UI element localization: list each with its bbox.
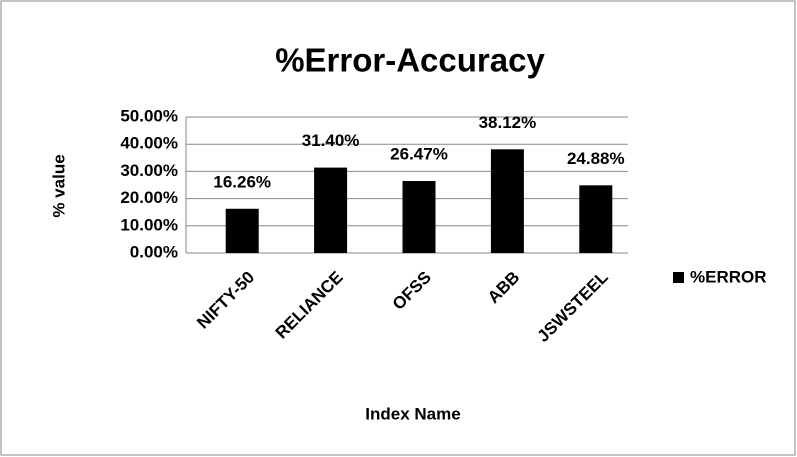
data-label: 38.12% [479, 113, 537, 132]
y-tick-label: 40.00% [120, 134, 178, 153]
y-tick-label: 30.00% [120, 161, 178, 180]
bar [579, 185, 613, 253]
y-tick-label: 50.00% [120, 106, 178, 125]
y-axis-label: % value [49, 154, 68, 217]
legend-swatch [673, 272, 684, 283]
bar [402, 181, 436, 253]
data-label: 24.88% [567, 149, 625, 168]
bar [314, 167, 348, 253]
bar [225, 208, 259, 253]
data-label: 31.40% [302, 131, 360, 150]
x-axis-label: Index Name [365, 404, 460, 423]
legend-label: %ERROR [690, 267, 767, 286]
bar [490, 149, 524, 253]
data-label: 26.47% [390, 144, 448, 163]
y-tick-label: 10.00% [120, 215, 178, 234]
y-tick-label: 0.00% [130, 242, 178, 261]
data-label: 16.26% [213, 172, 271, 191]
chart-title: %Error-Accuracy [275, 42, 545, 79]
y-tick-label: 20.00% [120, 188, 178, 207]
